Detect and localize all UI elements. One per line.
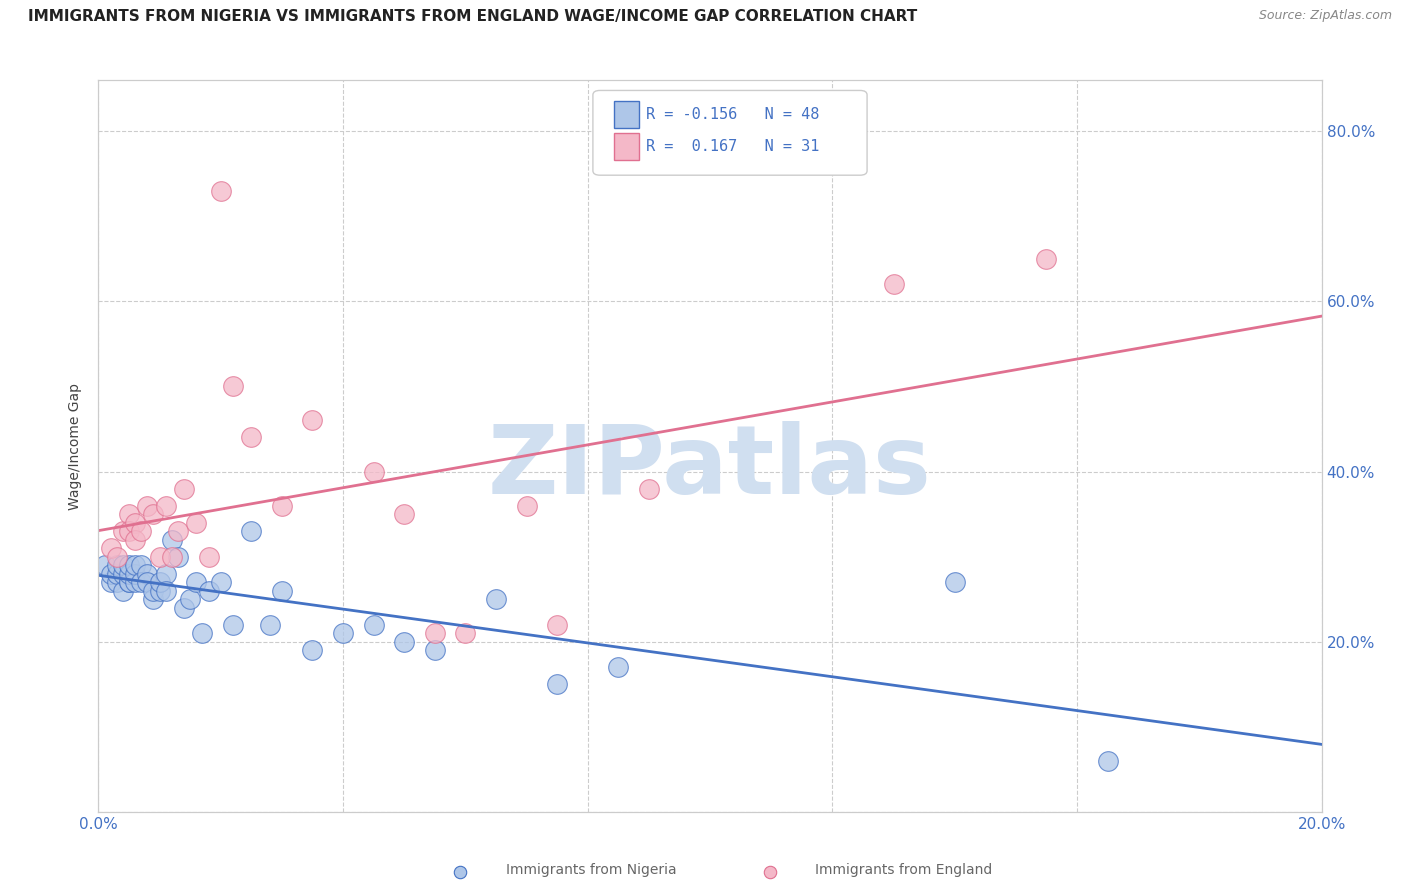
Point (197, 549, 219, 564)
Point (105, 566, 128, 581)
Point (516, 499, 538, 513)
Point (546, 677, 568, 691)
Point (118, 566, 141, 581)
Point (124, 558, 146, 572)
Point (118, 507, 141, 521)
Point (118, 558, 141, 572)
Point (118, 575, 141, 590)
Point (240, 524, 263, 538)
Point (124, 516, 146, 530)
Point (1097, 754, 1119, 768)
Point (160, 533, 183, 547)
Point (149, 583, 172, 598)
Point (332, 626, 354, 640)
Point (111, 566, 134, 581)
Point (450, 865, 472, 880)
Point (167, 524, 190, 538)
Point (186, 516, 208, 530)
Point (129, 558, 152, 572)
Point (129, 575, 152, 590)
Point (111, 558, 134, 572)
Point (167, 549, 190, 564)
Point (100, 541, 122, 555)
Text: R =  0.167   N = 31: R = 0.167 N = 31 (647, 139, 820, 154)
Y-axis label: Wage/Income Gap: Wage/Income Gap (69, 383, 83, 509)
Point (93, 558, 115, 572)
Point (124, 566, 146, 581)
Point (111, 583, 134, 598)
Point (100, 575, 122, 590)
Point (179, 592, 201, 607)
Point (142, 507, 165, 521)
Point (197, 583, 219, 598)
Point (149, 575, 172, 590)
Text: ZIPatlas: ZIPatlas (488, 421, 932, 515)
Point (759, 865, 782, 880)
Point (363, 617, 385, 632)
Point (124, 575, 146, 590)
Point (155, 499, 177, 513)
Point (222, 379, 245, 393)
Point (149, 549, 172, 564)
Point (136, 575, 159, 590)
Point (155, 566, 177, 581)
Point (301, 413, 323, 427)
Point (943, 575, 966, 590)
Point (222, 617, 245, 632)
Text: IMMIGRANTS FROM NIGERIA VS IMMIGRANTS FROM ENGLAND WAGE/INCOME GAP CORRELATION C: IMMIGRANTS FROM NIGERIA VS IMMIGRANTS FR… (28, 9, 917, 24)
Point (191, 626, 214, 640)
Point (1035, 252, 1057, 266)
Point (173, 600, 195, 615)
Point (240, 430, 263, 444)
Point (270, 499, 292, 513)
Point (270, 583, 292, 598)
Point (173, 482, 195, 496)
Point (363, 465, 385, 479)
Text: R = -0.156   N = 48: R = -0.156 N = 48 (647, 107, 820, 122)
Point (209, 184, 232, 198)
Point (423, 643, 446, 657)
Point (129, 524, 152, 538)
Point (136, 499, 159, 513)
Point (392, 507, 416, 521)
Point (607, 660, 630, 674)
Point (105, 549, 128, 564)
Text: Immigrants from Nigeria: Immigrants from Nigeria (506, 863, 676, 877)
Point (637, 482, 661, 496)
Point (546, 617, 568, 632)
Point (883, 277, 905, 292)
Point (259, 617, 281, 632)
Point (454, 626, 477, 640)
Point (186, 575, 208, 590)
Point (100, 566, 122, 581)
Point (105, 575, 128, 590)
Text: Source: ZipAtlas.com: Source: ZipAtlas.com (1258, 9, 1392, 22)
Point (124, 533, 146, 547)
Point (160, 549, 183, 564)
Point (118, 524, 141, 538)
Point (301, 643, 323, 657)
Point (118, 575, 141, 590)
Point (155, 583, 177, 598)
Point (105, 558, 128, 572)
Point (111, 524, 134, 538)
Text: Immigrants from England: Immigrants from England (815, 863, 993, 877)
Point (142, 592, 165, 607)
Point (142, 583, 165, 598)
Point (209, 575, 232, 590)
Point (485, 592, 508, 607)
Point (392, 634, 416, 648)
Point (423, 626, 446, 640)
Point (136, 566, 159, 581)
